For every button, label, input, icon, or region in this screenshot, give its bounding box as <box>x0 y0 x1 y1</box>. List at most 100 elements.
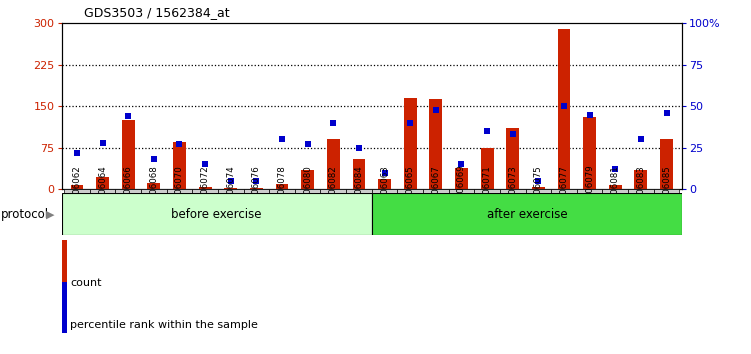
Point <box>430 107 442 112</box>
FancyBboxPatch shape <box>346 189 372 193</box>
Point <box>481 128 493 134</box>
Text: GSM306083: GSM306083 <box>636 165 645 218</box>
Point <box>379 170 391 176</box>
Point <box>199 161 211 167</box>
Bar <box>506 129 519 189</box>
FancyBboxPatch shape <box>475 189 500 193</box>
Text: GSM306085: GSM306085 <box>662 165 671 218</box>
FancyBboxPatch shape <box>372 193 682 235</box>
Point <box>327 120 339 126</box>
Point <box>97 140 109 145</box>
Bar <box>301 170 314 189</box>
Bar <box>173 142 186 189</box>
FancyBboxPatch shape <box>577 189 602 193</box>
FancyBboxPatch shape <box>551 189 577 193</box>
Point <box>353 145 365 151</box>
Point <box>635 137 647 142</box>
Text: protocol: protocol <box>1 208 49 221</box>
Point <box>661 110 673 116</box>
Text: GSM306073: GSM306073 <box>508 165 517 218</box>
Text: GSM306067: GSM306067 <box>431 165 440 218</box>
Text: GSM306077: GSM306077 <box>559 165 569 218</box>
FancyBboxPatch shape <box>397 189 423 193</box>
Text: after exercise: after exercise <box>487 208 567 221</box>
Bar <box>62 240 67 291</box>
Bar <box>584 117 596 189</box>
Text: GSM306064: GSM306064 <box>98 165 107 218</box>
Text: percentile rank within the sample: percentile rank within the sample <box>70 320 258 330</box>
Text: count: count <box>70 278 101 287</box>
Text: GSM306081: GSM306081 <box>611 165 620 218</box>
Text: GSM306066: GSM306066 <box>124 165 133 218</box>
Bar <box>481 148 493 189</box>
FancyBboxPatch shape <box>628 189 653 193</box>
Text: GSM306070: GSM306070 <box>175 165 184 218</box>
Point <box>148 156 160 162</box>
Bar <box>635 170 647 189</box>
Text: GSM306068: GSM306068 <box>149 165 158 218</box>
Point <box>173 142 185 147</box>
Point <box>302 142 314 147</box>
Bar <box>62 282 67 333</box>
Text: GSM306063: GSM306063 <box>380 165 389 218</box>
FancyBboxPatch shape <box>167 189 192 193</box>
Point <box>276 137 288 142</box>
Point <box>558 103 570 109</box>
FancyBboxPatch shape <box>116 189 141 193</box>
Text: GSM306084: GSM306084 <box>354 165 363 218</box>
FancyBboxPatch shape <box>192 189 218 193</box>
Point <box>250 178 262 184</box>
Point <box>584 112 596 118</box>
Text: GSM306078: GSM306078 <box>278 165 287 218</box>
Point <box>404 120 416 126</box>
Bar <box>532 187 544 189</box>
FancyBboxPatch shape <box>64 189 90 193</box>
Text: GSM306065: GSM306065 <box>406 165 415 218</box>
Point <box>507 132 519 137</box>
Bar <box>122 120 134 189</box>
Text: GDS3503 / 1562384_at: GDS3503 / 1562384_at <box>84 6 230 19</box>
FancyBboxPatch shape <box>372 189 397 193</box>
Text: ▶: ▶ <box>46 209 55 219</box>
Text: before exercise: before exercise <box>171 208 262 221</box>
Bar <box>250 188 263 189</box>
Bar <box>327 139 339 189</box>
FancyBboxPatch shape <box>295 189 321 193</box>
FancyBboxPatch shape <box>269 189 295 193</box>
Text: GSM306069: GSM306069 <box>457 165 466 217</box>
Bar <box>430 99 442 189</box>
Point <box>532 178 544 184</box>
Text: GSM306062: GSM306062 <box>72 165 81 218</box>
FancyBboxPatch shape <box>243 189 269 193</box>
Text: GSM306072: GSM306072 <box>201 165 210 218</box>
Point <box>225 178 237 184</box>
Text: GSM306075: GSM306075 <box>534 165 543 218</box>
Text: GSM306076: GSM306076 <box>252 165 261 218</box>
Text: GSM306082: GSM306082 <box>329 165 338 218</box>
FancyBboxPatch shape <box>62 193 372 235</box>
Bar <box>225 188 237 189</box>
Bar <box>199 187 212 189</box>
FancyBboxPatch shape <box>218 189 243 193</box>
Text: GSM306079: GSM306079 <box>585 165 594 217</box>
Bar <box>557 29 571 189</box>
Bar <box>404 98 417 189</box>
Bar <box>276 184 288 189</box>
Bar <box>147 183 160 189</box>
Bar <box>96 177 109 189</box>
FancyBboxPatch shape <box>423 189 448 193</box>
FancyBboxPatch shape <box>653 189 680 193</box>
FancyBboxPatch shape <box>602 189 628 193</box>
FancyBboxPatch shape <box>500 189 526 193</box>
Point <box>71 150 83 156</box>
Point <box>455 161 467 167</box>
Bar <box>660 139 673 189</box>
FancyBboxPatch shape <box>448 189 475 193</box>
FancyBboxPatch shape <box>526 189 551 193</box>
FancyBboxPatch shape <box>141 189 167 193</box>
Text: GSM306080: GSM306080 <box>303 165 312 218</box>
Point <box>122 113 134 119</box>
FancyBboxPatch shape <box>90 189 116 193</box>
FancyBboxPatch shape <box>321 189 346 193</box>
Point <box>609 167 621 172</box>
